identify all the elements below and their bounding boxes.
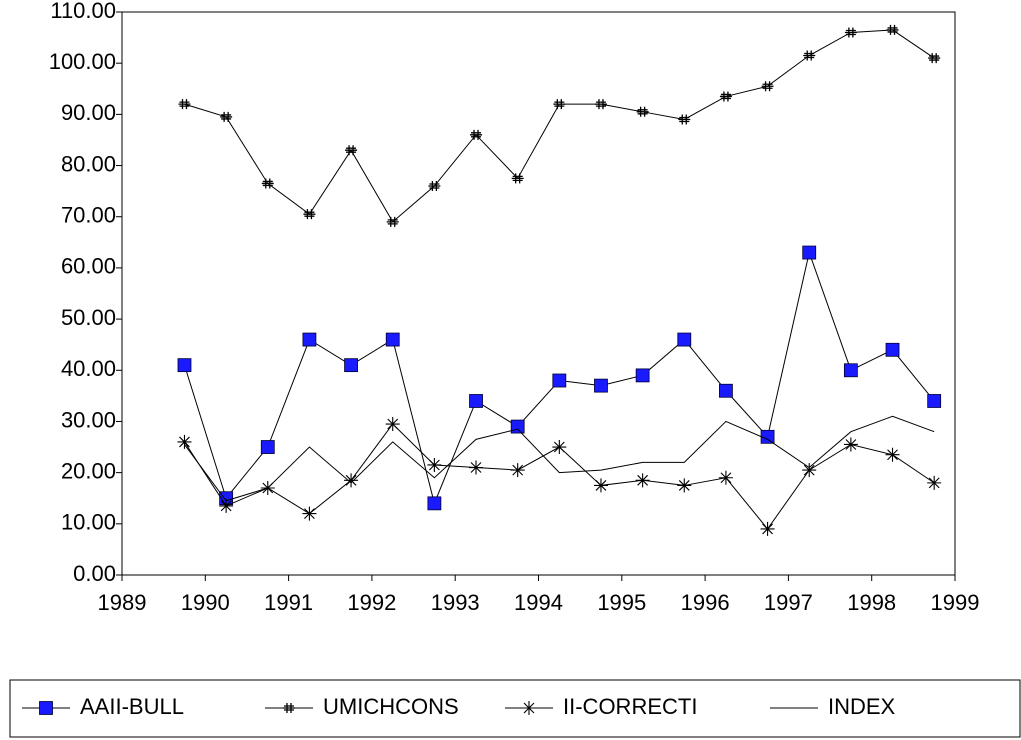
marker-hash bbox=[428, 181, 441, 192]
x-tick-label: 1990 bbox=[181, 590, 230, 615]
marker-square bbox=[302, 332, 317, 347]
y-tick-label: 30.00 bbox=[61, 407, 116, 432]
y-tick-label: 100.00 bbox=[49, 49, 116, 74]
x-tick-label: 1989 bbox=[98, 590, 147, 615]
legend-label: UMICHCONS bbox=[323, 694, 459, 719]
y-tick-label: 50.00 bbox=[61, 305, 116, 330]
marker-star bbox=[593, 478, 608, 493]
y-tick-label: 90.00 bbox=[61, 100, 116, 125]
series-line bbox=[184, 415, 935, 502]
marker-hash bbox=[594, 99, 607, 110]
marker-square bbox=[552, 373, 567, 388]
marker-hash bbox=[844, 27, 857, 38]
legend-label: INDEX bbox=[828, 694, 896, 719]
marker-star bbox=[885, 447, 900, 462]
y-tick-label: 10.00 bbox=[61, 510, 116, 535]
marker-star bbox=[802, 463, 817, 478]
marker-square bbox=[177, 358, 192, 373]
marker-star bbox=[927, 475, 942, 490]
marker-star bbox=[760, 521, 775, 536]
marker-star bbox=[469, 460, 484, 475]
marker-square bbox=[594, 378, 608, 393]
marker-hash bbox=[511, 173, 524, 184]
marker-hash bbox=[928, 53, 941, 64]
marker-hash bbox=[886, 24, 899, 35]
x-tick-label: 1992 bbox=[347, 590, 396, 615]
marker-hash bbox=[553, 99, 566, 110]
marker-square bbox=[927, 394, 942, 408]
x-tick-label: 1999 bbox=[931, 590, 980, 615]
marker-star bbox=[177, 434, 192, 449]
marker-hash bbox=[386, 216, 399, 227]
x-tick-label: 1997 bbox=[764, 590, 813, 615]
x-tick-label: 1991 bbox=[264, 590, 313, 615]
y-tick-label: 20.00 bbox=[61, 458, 116, 483]
y-tick-label: 110.00 bbox=[50, 0, 116, 23]
y-tick-label: 80.00 bbox=[61, 151, 116, 176]
marker-star bbox=[427, 457, 442, 472]
marker-hash bbox=[178, 99, 191, 110]
series-line bbox=[184, 423, 935, 530]
marker-square bbox=[260, 440, 275, 454]
x-tick-label: 1998 bbox=[847, 590, 896, 615]
marker-square bbox=[39, 701, 53, 715]
marker-square bbox=[469, 394, 483, 408]
marker-square bbox=[719, 383, 733, 398]
x-tick-label: 1995 bbox=[597, 590, 646, 615]
marker-square bbox=[427, 496, 442, 511]
x-tick-label: 1993 bbox=[431, 590, 480, 615]
y-tick-label: 60.00 bbox=[61, 254, 116, 279]
marker-square bbox=[385, 332, 400, 347]
marker-hash bbox=[803, 50, 816, 61]
marker-square bbox=[344, 358, 358, 373]
marker-star bbox=[552, 440, 567, 455]
marker-star bbox=[344, 473, 359, 488]
marker-hash bbox=[678, 114, 691, 125]
marker-hash bbox=[719, 91, 732, 102]
marker-square bbox=[677, 332, 692, 347]
x-tick-label: 1994 bbox=[514, 590, 563, 615]
marker-star bbox=[385, 417, 400, 432]
marker-star bbox=[510, 463, 525, 478]
marker-star bbox=[843, 437, 858, 452]
plot-frame bbox=[121, 11, 956, 576]
legend-label: II-CORRECTI bbox=[563, 694, 697, 719]
marker-square bbox=[843, 363, 858, 378]
marker-hash bbox=[220, 111, 233, 122]
marker-hash bbox=[283, 703, 295, 713]
marker-star bbox=[522, 701, 536, 715]
marker-star bbox=[219, 498, 234, 513]
marker-square bbox=[510, 419, 525, 434]
marker-hash bbox=[261, 178, 274, 189]
x-tick-label: 1996 bbox=[681, 590, 730, 615]
marker-hash bbox=[761, 81, 774, 92]
legend-label: AAII-BULL bbox=[80, 694, 184, 719]
legend-box bbox=[9, 679, 1021, 738]
y-tick-label: 0.00 bbox=[73, 561, 116, 586]
marker-hash bbox=[636, 106, 649, 117]
marker-square bbox=[760, 429, 775, 444]
marker-star bbox=[718, 470, 733, 485]
y-tick-label: 40.00 bbox=[61, 356, 116, 381]
marker-square bbox=[885, 342, 900, 357]
marker-star bbox=[635, 473, 650, 488]
marker-hash bbox=[470, 129, 483, 140]
marker-hash bbox=[345, 145, 358, 156]
marker-hash bbox=[303, 209, 316, 220]
marker-square bbox=[802, 245, 817, 260]
series-line bbox=[184, 29, 935, 223]
marker-star bbox=[302, 506, 317, 521]
marker-square bbox=[635, 368, 650, 383]
marker-star bbox=[677, 478, 692, 493]
y-tick-label: 70.00 bbox=[61, 203, 116, 228]
